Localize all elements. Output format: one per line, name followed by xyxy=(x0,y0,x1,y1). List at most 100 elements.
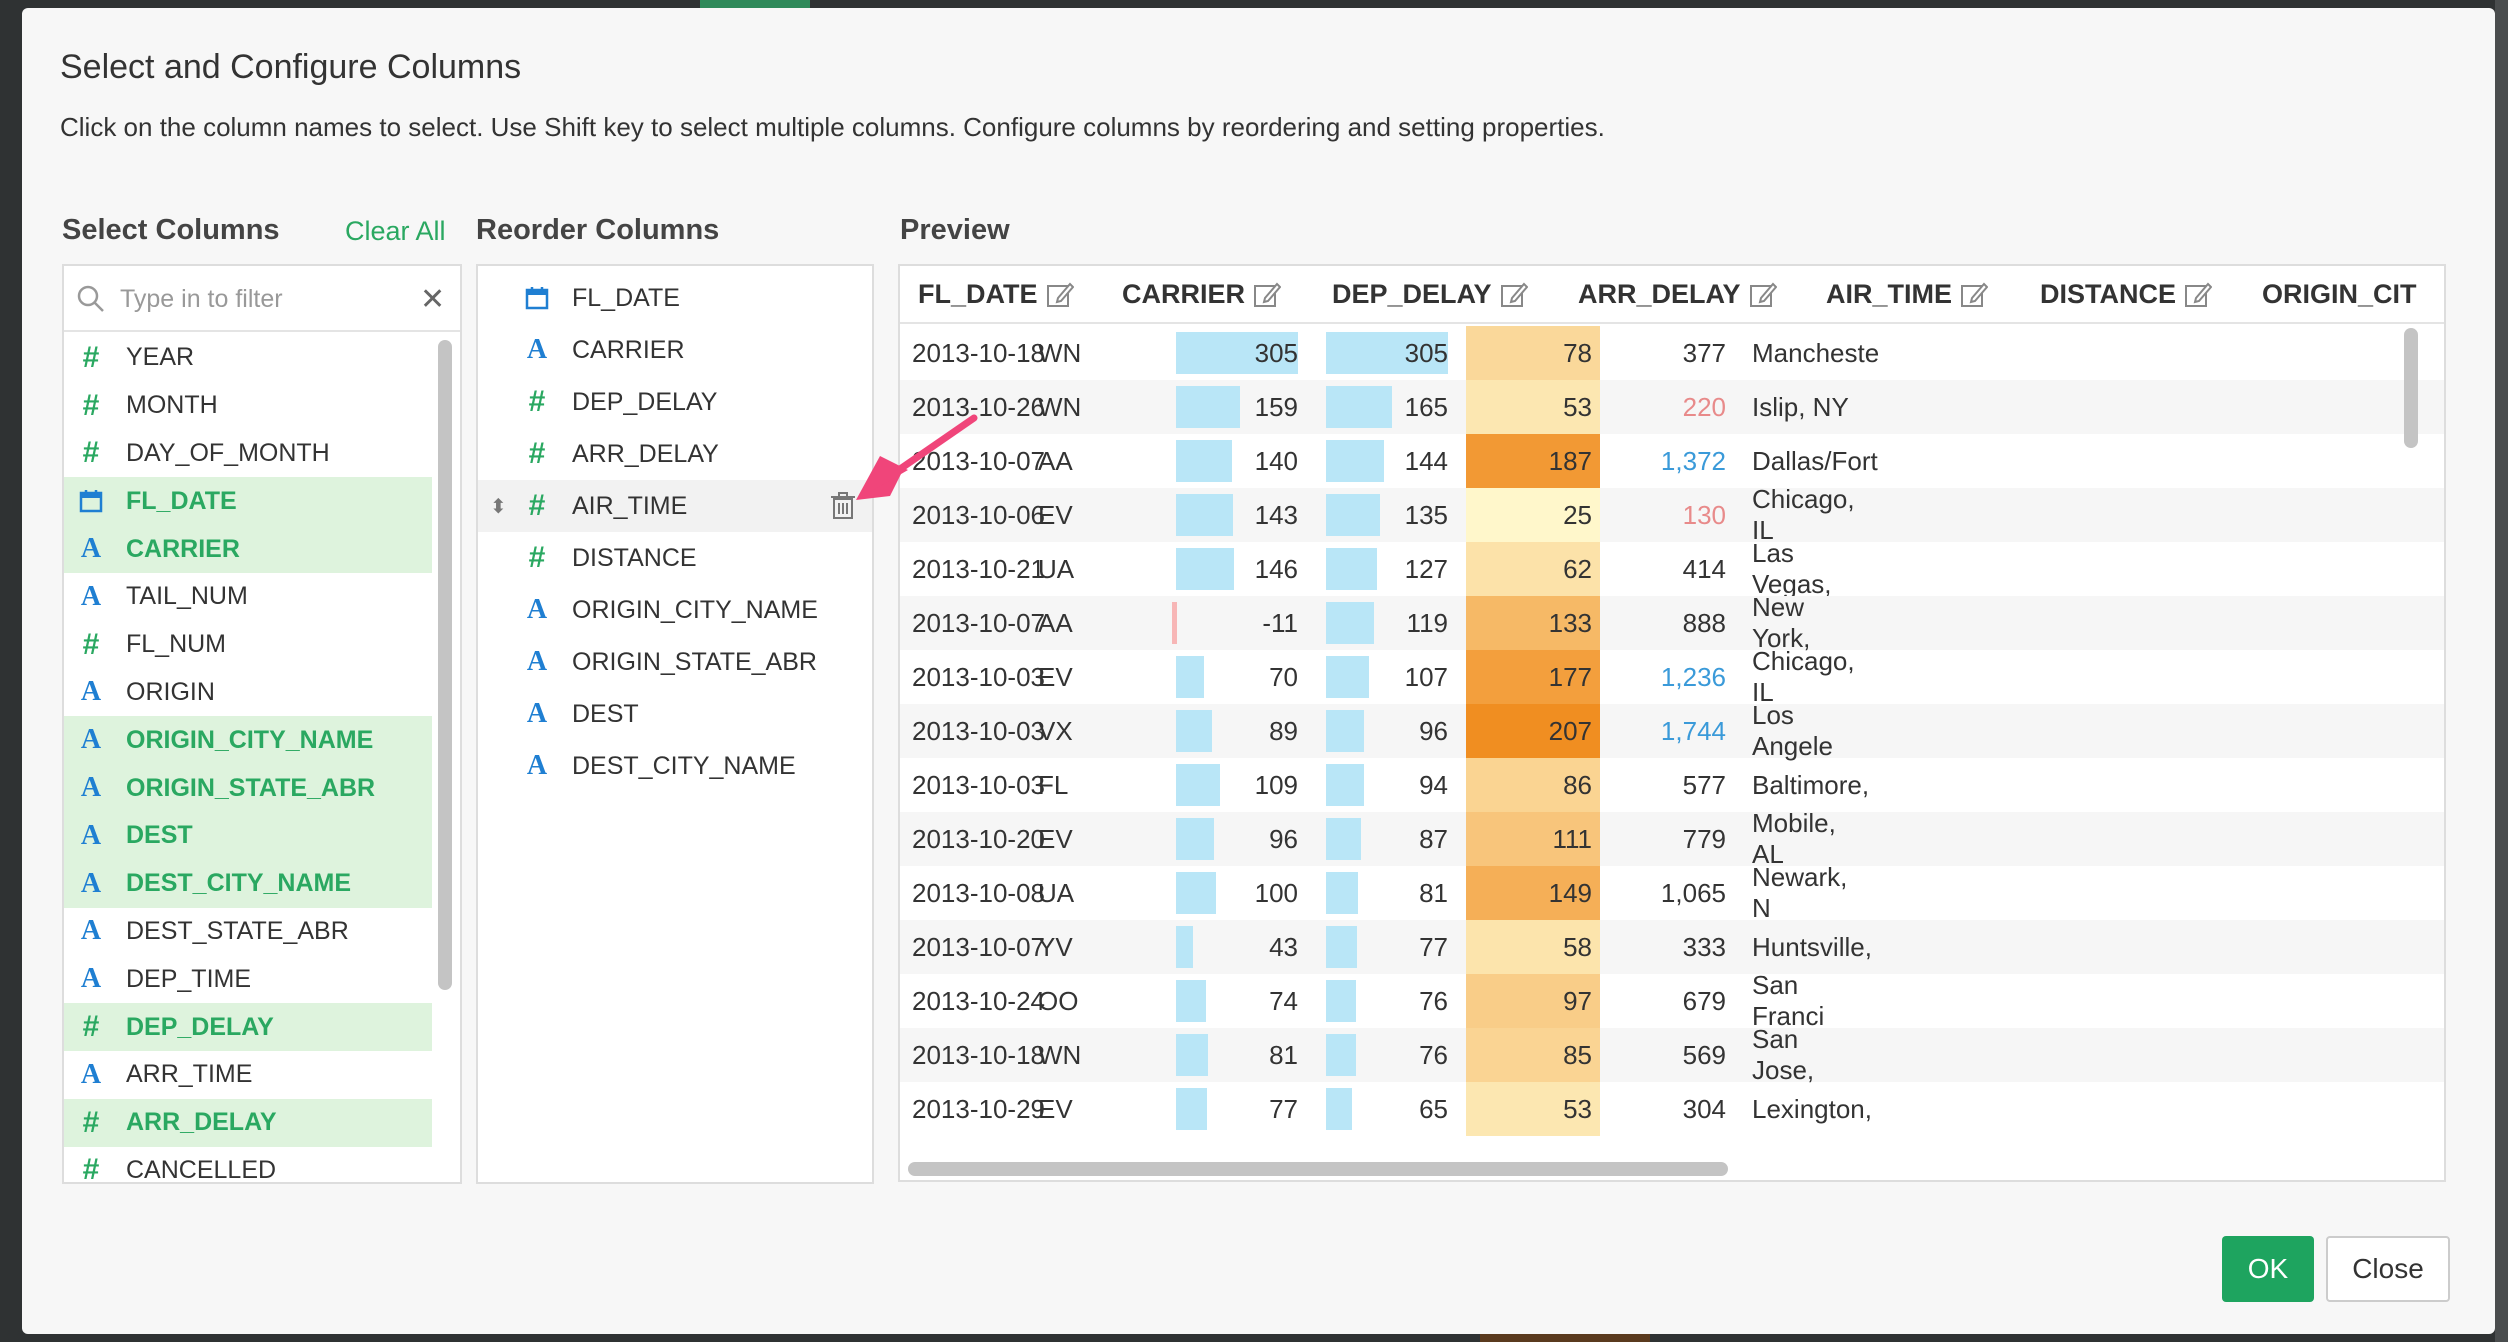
table-cell: 1,372 xyxy=(1660,445,1726,476)
reorder-item-label: ORIGIN_CITY_NAME xyxy=(572,595,818,624)
column-header[interactable]: FL_DATE xyxy=(918,266,1074,324)
reorder-item[interactable]: A DEST_CITY_NAME xyxy=(478,740,872,792)
column-item[interactable]: A ORIGIN_STATE_ABR xyxy=(64,764,432,812)
column-list-scrollbar[interactable] xyxy=(438,340,452,990)
table-row: 2013-10-20 EV 96 87 111 779 Mobile, AL xyxy=(900,808,2444,869)
table-row: 2013-10-03 VX 89 96 207 1,744 Los Angele xyxy=(900,700,2444,761)
column-item[interactable]: # YEAR xyxy=(64,334,432,382)
clear-all-link[interactable]: Clear All xyxy=(345,216,446,246)
table-cell: 135 xyxy=(1404,499,1448,530)
column-item[interactable]: A DEST xyxy=(64,811,432,860)
column-item[interactable]: # DAY_OF_MONTH xyxy=(64,430,432,478)
drag-handle-icon[interactable]: ⬍ xyxy=(490,496,507,518)
close-button[interactable]: Close xyxy=(2326,1236,2450,1302)
column-item[interactable]: A ORIGIN_CITY_NAME xyxy=(64,716,432,765)
table-cell: EV xyxy=(1038,823,1073,854)
table-cell: 220 xyxy=(1682,391,1726,422)
air-time-heat-cell xyxy=(1466,1028,1600,1082)
string-type-icon: A xyxy=(526,646,548,677)
delay-bar xyxy=(1326,602,1374,644)
column-item[interactable]: # FL_NUM xyxy=(64,621,432,669)
edit-icon[interactable] xyxy=(1749,280,1777,308)
preview-table: FL_DATE CARRIER DEP_DELAY ARR_DELAY AIR_TIME… xyxy=(898,264,2446,1182)
column-item[interactable]: A DEST_CITY_NAME xyxy=(64,859,432,908)
table-row: 2013-10-26 WN 159 165 53 220 Islip, NY xyxy=(900,380,2444,434)
number-type-icon: # xyxy=(528,541,546,574)
column-item[interactable]: A TAIL_NUM xyxy=(64,573,432,621)
table-row: 2013-10-03 EV 70 107 177 1,236 Chicago, IL xyxy=(900,646,2444,707)
column-header[interactable]: ORIGIN_CIT xyxy=(2262,266,2417,324)
ok-button[interactable]: OK xyxy=(2222,1236,2314,1302)
air-time-heat-cell xyxy=(1466,704,1600,758)
edit-icon[interactable] xyxy=(1046,280,1074,308)
table-cell: 130 xyxy=(1682,499,1726,530)
column-header[interactable]: ARR_DELAY xyxy=(1578,266,1777,324)
column-header-label: AIR_TIME xyxy=(1826,278,1953,309)
edit-icon[interactable] xyxy=(2184,280,2213,308)
table-row: 2013-10-06 EV 143 135 25 130 Chicago, IL xyxy=(900,484,2444,545)
table-cell: UA xyxy=(1038,877,1075,908)
table-cell: 1,236 xyxy=(1660,661,1726,692)
table-cell: 165 xyxy=(1404,391,1448,422)
column-item[interactable]: # MONTH xyxy=(64,382,432,430)
table-cell: OO xyxy=(1038,985,1079,1016)
table-cell: 779 xyxy=(1682,823,1726,854)
reorder-item[interactable]: FL_DATE xyxy=(478,272,872,324)
column-item[interactable]: A ARR_TIME xyxy=(64,1051,432,1099)
preview-header: FL_DATE CARRIER DEP_DELAY ARR_DELAY AIR_TIME… xyxy=(900,266,2444,324)
reorder-item[interactable]: A ORIGIN_STATE_ABR xyxy=(478,636,872,688)
column-item[interactable]: # CANCELLED xyxy=(64,1147,432,1182)
reorder-item[interactable]: A DEST xyxy=(478,688,872,740)
table-cell: 2013-10-07 xyxy=(912,607,1045,638)
table-cell: EV xyxy=(1038,661,1073,692)
column-item[interactable]: FL_DATE xyxy=(64,477,432,526)
column-item[interactable]: A ORIGIN xyxy=(64,669,432,717)
edit-icon[interactable] xyxy=(1253,280,1282,308)
table-cell: AA xyxy=(1038,445,1073,476)
delay-bar xyxy=(1176,926,1194,968)
delay-bar xyxy=(1176,332,1298,374)
table-cell: 304 xyxy=(1682,1093,1726,1124)
table-cell: 2013-10-03 xyxy=(912,715,1045,746)
reorder-item[interactable]: A ORIGIN_CITY_NAME xyxy=(478,584,872,636)
reorder-item[interactable]: # DEP_DELAY xyxy=(478,376,872,428)
reorder-item[interactable]: A CARRIER xyxy=(478,324,872,376)
table-cell: 43 xyxy=(1269,931,1298,962)
edit-icon[interactable] xyxy=(1500,280,1528,308)
table-cell: 377 xyxy=(1682,337,1726,368)
column-item[interactable]: # ARR_DELAY xyxy=(64,1098,432,1147)
table-cell: Mobile, AL xyxy=(1752,808,1836,869)
trash-icon[interactable] xyxy=(830,492,856,520)
table-cell: 53 xyxy=(1563,391,1592,422)
reorder-item[interactable]: # ARR_DELAY xyxy=(478,428,872,480)
table-cell: 2013-10-03 xyxy=(912,661,1045,692)
column-header[interactable]: DISTANCE xyxy=(2040,266,2213,324)
table-cell: Mancheste xyxy=(1752,337,1880,368)
table-cell: 85 xyxy=(1563,1039,1592,1070)
column-header-label: DEP_DELAY xyxy=(1332,278,1492,309)
column-header-label: DISTANCE xyxy=(2040,278,2177,309)
column-item[interactable]: A CARRIER xyxy=(64,525,432,573)
preview-horizontal-scrollbar[interactable] xyxy=(908,1162,1728,1176)
reorder-item[interactable]: ⬍ # AIR_TIME xyxy=(478,480,872,532)
reorder-item[interactable]: # DISTANCE xyxy=(478,532,872,584)
table-cell: 109 xyxy=(1254,769,1298,800)
table-cell: YV xyxy=(1038,931,1073,962)
edit-icon[interactable] xyxy=(1960,280,1989,308)
clear-filter-icon[interactable]: ✕ xyxy=(420,283,446,316)
column-header[interactable]: CARRIER xyxy=(1122,266,1282,324)
preview-vertical-scrollbar[interactable] xyxy=(2404,328,2418,448)
preview-label: Preview xyxy=(900,214,1010,246)
column-item[interactable]: A DEP_TIME xyxy=(64,955,432,1003)
column-header[interactable]: DEP_DELAY xyxy=(1332,266,1528,324)
table-cell: 70 xyxy=(1269,661,1298,692)
table-cell: 2013-10-29 xyxy=(912,1093,1045,1124)
column-header[interactable]: AIR_TIME xyxy=(1826,266,1989,324)
string-type-icon: A xyxy=(80,676,102,708)
column-item[interactable]: A DEST_STATE_ABR xyxy=(64,908,432,956)
preview-body: 2013-10-18 WN 305 305 78 377 Mancheste 2013-10-… xyxy=(900,266,2444,1166)
column-item[interactable]: # DEP_DELAY xyxy=(64,1003,432,1051)
filter-input[interactable] xyxy=(120,278,400,320)
table-cell: Chicago, IL xyxy=(1752,646,1855,707)
number-type-icon: # xyxy=(82,1010,100,1044)
